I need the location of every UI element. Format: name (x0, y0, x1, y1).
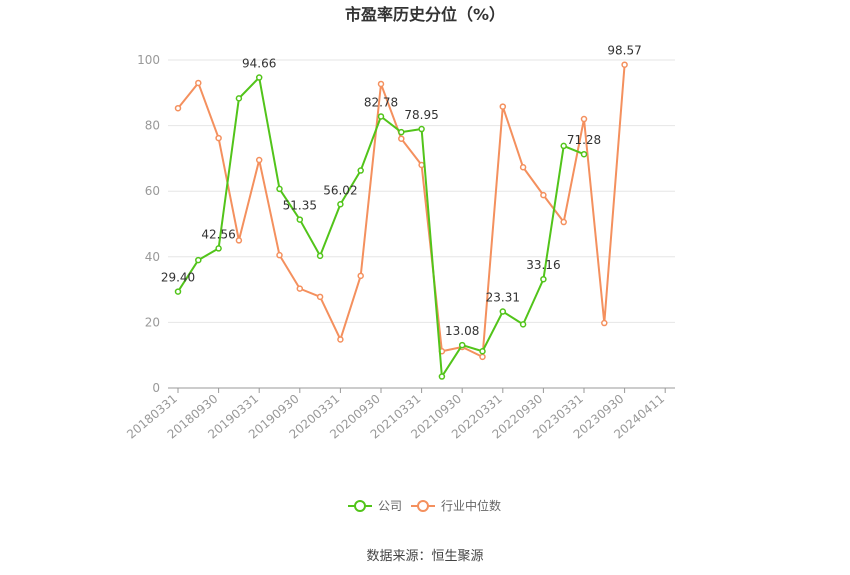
data-point (215, 245, 222, 252)
series-line-1 (177, 64, 626, 358)
data-label: 98.57 (607, 44, 641, 58)
data-point (255, 156, 263, 164)
data-point (296, 285, 304, 292)
data-point (580, 115, 588, 123)
source-note: 数据来源：恒生聚源 (366, 549, 483, 564)
y-tick-label: 0 (152, 381, 160, 395)
data-label: 29.40 (161, 271, 195, 285)
data-point (337, 336, 344, 343)
data-point (418, 161, 425, 169)
data-label: 42.56 (201, 227, 235, 241)
data-point (519, 321, 527, 328)
data-point (195, 79, 202, 87)
data-labels: 98.57 29.40 42.56 94.66 51.35 56.02 82.78 78.95… (161, 44, 642, 338)
data-point (540, 275, 547, 283)
data-point (398, 135, 405, 142)
data-point (580, 150, 588, 158)
grid-lines (168, 59, 675, 323)
data-point (499, 103, 507, 110)
data-point (195, 256, 202, 264)
data-point (499, 308, 507, 315)
data-point (519, 164, 527, 171)
legend-label: 行业中位数 (441, 498, 501, 513)
legend-label: 公司 (378, 499, 402, 513)
data-point (357, 167, 364, 174)
data-point (377, 113, 385, 120)
data-label: 94.66 (242, 57, 276, 71)
data-label: 23.31 (486, 291, 520, 305)
y-tick-label: 40 (145, 250, 160, 264)
data-label: 33.16 (526, 258, 560, 272)
data-point (276, 185, 283, 193)
data-point (296, 216, 304, 223)
data-label: 51.35 (283, 199, 317, 213)
data-point (479, 348, 486, 355)
series-line-0 (177, 76, 585, 378)
data-point (174, 288, 182, 295)
y-tick-label: 100 (137, 53, 160, 67)
data-point (174, 104, 182, 112)
data-point (398, 128, 405, 136)
data-point (377, 80, 385, 88)
legend-marker (417, 500, 429, 512)
data-point (418, 125, 425, 133)
data-point (560, 218, 567, 226)
data-point (255, 74, 263, 81)
data-point (621, 61, 628, 68)
chart-title: 市盈率历史分位（%） (345, 5, 505, 24)
data-point (316, 293, 324, 301)
data-point (601, 319, 608, 327)
data-point (276, 251, 283, 259)
data-label: 82.78 (364, 95, 398, 109)
y-tick-label: 60 (145, 184, 160, 198)
data-label: 78.95 (404, 108, 438, 122)
data-point (438, 373, 446, 380)
series-layer (174, 61, 628, 380)
axes: 0204060801002018033120180930201903312019… (124, 53, 675, 442)
data-label: 13.08 (445, 324, 479, 338)
data-point (215, 134, 222, 142)
data-point (560, 142, 567, 150)
data-label: 71.28 (567, 133, 601, 147)
data-point (479, 353, 486, 361)
data-point (235, 237, 243, 244)
legend: 公司 行业中位数 (348, 498, 501, 513)
data-label: 56.02 (323, 183, 357, 197)
y-tick-label: 20 (145, 315, 160, 329)
data-point (316, 252, 324, 260)
data-point (458, 341, 466, 349)
legend-marker (354, 500, 366, 512)
data-point (540, 191, 547, 199)
y-tick-label: 80 (145, 119, 160, 133)
data-point (235, 95, 243, 102)
data-point (357, 272, 364, 280)
data-point (337, 201, 344, 208)
